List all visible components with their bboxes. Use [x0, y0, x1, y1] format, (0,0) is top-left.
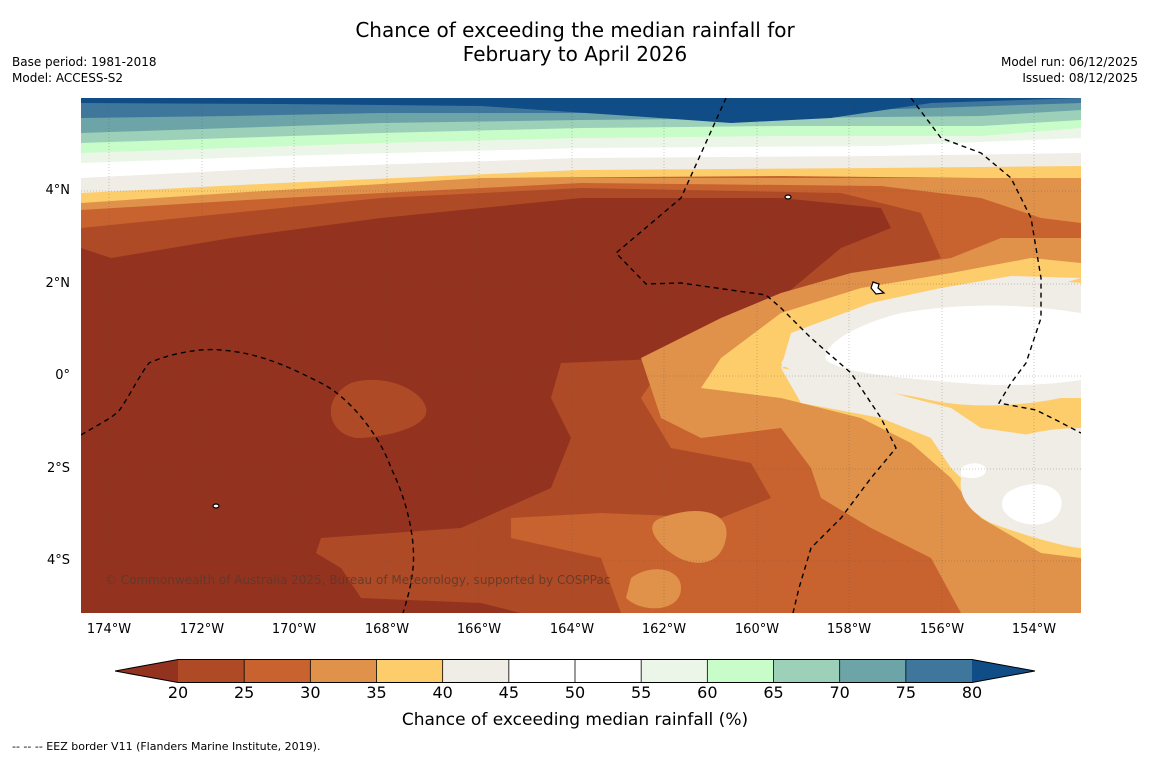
colorbar-tick-label: 20	[167, 683, 189, 702]
colorbar-swatch	[376, 659, 444, 683]
x-tick-168w: 168°W	[364, 622, 410, 637]
rainfall-map	[81, 98, 1081, 613]
model-name: Model: ACCESS-S2	[12, 71, 124, 85]
copyright-watermark: © Commonwealth of Australia 2025, Bureau…	[105, 573, 611, 587]
x-tick-164w: 164°W	[549, 622, 595, 637]
colorbar-swatch	[178, 659, 245, 683]
model-run: Model run: 06/12/2025	[1000, 55, 1138, 69]
colorbar-swatch	[508, 659, 576, 683]
colorbar	[115, 659, 1035, 683]
issued-date: Issued: 08/12/2025	[1022, 71, 1138, 85]
colorbar-tick-label: 55	[630, 683, 652, 702]
colorbar-outline	[115, 659, 1035, 683]
y-tick-2s: 2°S	[46, 461, 70, 476]
eez-footnote: -- -- -- EEZ border V11 (Flanders Marine…	[12, 740, 321, 753]
base-period: Base period: 1981-2018	[12, 55, 157, 69]
y-tick-4s: 4°S	[46, 553, 70, 568]
colorbar-swatch	[707, 659, 774, 683]
islands	[212, 194, 886, 509]
contour-45-55-spot	[961, 463, 986, 478]
colorbar-swatch-above	[972, 659, 1035, 683]
colorbar-tick-label: 70	[829, 683, 850, 702]
colorbar-tick-label: 30	[300, 683, 321, 702]
colorbar-swatch	[310, 659, 377, 683]
x-tick-162w: 162°W	[641, 622, 687, 637]
contour-80-plus	[81, 98, 1081, 123]
eez-borders	[81, 98, 1081, 613]
colorbar-swatch	[442, 659, 510, 683]
x-tick-170w: 170°W	[271, 622, 317, 637]
x-tick-166w: 166°W	[456, 622, 502, 637]
contour-30-35-patch	[652, 510, 727, 563]
contour-45-55-se	[1001, 484, 1062, 525]
map-title: Chance of exceeding the median rainfall …	[0, 18, 1150, 66]
y-tick-2n: 2°N	[45, 276, 71, 291]
colorbar-tick-label: 80	[961, 683, 983, 702]
colorbar-swatches	[115, 659, 1035, 683]
colorbar-label: Chance of exceeding median rainfall (%)	[401, 710, 749, 730]
title-line-1: Chance of exceeding the median rainfall …	[355, 18, 795, 42]
colorbar-tick-label: 25	[233, 683, 255, 702]
meta-left: Base period: 1981-2018 Model: ACCESS-S2	[12, 54, 157, 86]
x-tick-154w: 154°W	[1011, 622, 1057, 637]
meta-right: Model run: 06/12/2025 Issued: 08/12/2025	[1001, 54, 1138, 86]
colorbar-tick-label: 60	[697, 683, 718, 702]
colorbar-tick-label: 50	[564, 683, 586, 702]
x-tick-156w: 156°W	[919, 622, 965, 637]
colorbar-tick-label: 40	[432, 683, 453, 702]
colorbar-tick-label: 75	[895, 683, 916, 702]
contour-45-55-east	[825, 305, 1081, 386]
x-tick-172w: 172°W	[179, 622, 225, 637]
colorbar-swatch	[773, 659, 841, 683]
gridlines	[81, 98, 1081, 613]
colorbar-tick-label: 35	[366, 683, 387, 702]
colorbar-swatch	[641, 659, 708, 683]
contour-30-35-south	[626, 569, 681, 609]
y-tick-4n: 4°N	[45, 183, 71, 198]
contour-30-35	[81, 178, 1081, 223]
x-tick-174w: 174°W	[86, 622, 132, 637]
x-tick-158w: 158°W	[826, 622, 872, 637]
y-tick-0: 0°	[55, 368, 70, 383]
contour-20-25-west	[330, 379, 427, 438]
x-tick-160w: 160°W	[734, 622, 780, 637]
colorbar-swatch-below	[115, 659, 178, 683]
colorbar-swatch	[575, 659, 642, 683]
colorbar-tick-label: 65	[763, 683, 784, 702]
colorbar-swatch	[244, 659, 311, 683]
title-line-2: February to April 2026	[462, 42, 688, 66]
colorbar-swatch	[905, 659, 973, 683]
colorbar-swatch	[839, 659, 907, 683]
colorbar-tick-label: 45	[498, 683, 519, 702]
